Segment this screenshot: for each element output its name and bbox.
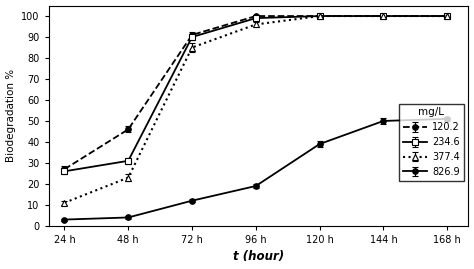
Legend: 120.2, 234.6, 377.4, 826.9: 120.2, 234.6, 377.4, 826.9 — [399, 104, 464, 181]
X-axis label: t (hour): t (hour) — [233, 250, 284, 263]
Y-axis label: Biodegradation %: Biodegradation % — [6, 69, 16, 162]
